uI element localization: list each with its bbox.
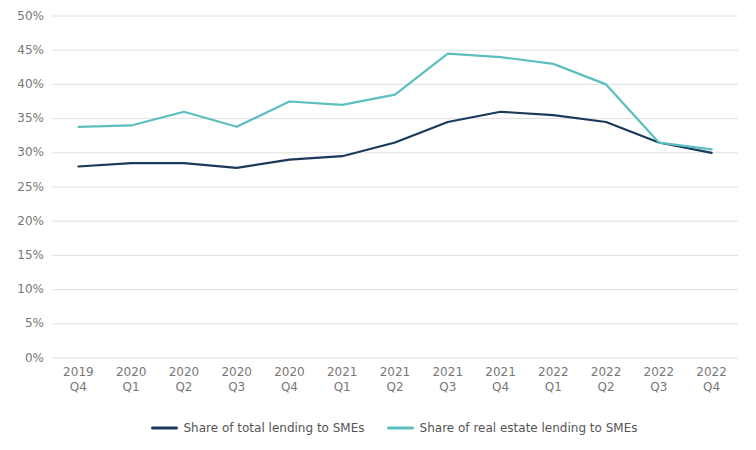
legend-item: Share of real estate lending to SMEs [389,421,638,435]
y-tick-label: 5% [25,316,44,330]
legend-label: Share of total lending to SMEs [183,421,364,435]
grid-line [52,289,738,290]
legend: Share of total lending to SMEs Share of r… [152,421,637,435]
y-tick-label: 50% [17,9,44,23]
x-tick-label: 2020Q2 [169,365,200,394]
x-tick-label: 2022Q3 [644,365,675,394]
grid-line [52,221,738,222]
grid-line [52,187,738,188]
x-tick-label: 2020Q4 [274,365,305,394]
y-tick-label: 10% [17,282,44,296]
line [78,54,711,150]
y-tick-label: 25% [17,180,44,194]
x-tick-label: 2021Q4 [485,365,516,394]
chart: 0% 5% 10% 15% 20% 25% 30% 35% 40% 45% 50% 2019Q4 202… [0,0,756,450]
legend-label: Share of real estate lending to SMEs [420,421,638,435]
y-tick-label: 45% [17,43,44,57]
x-tick-label: 2021Q2 [380,365,411,394]
grid-line [52,84,738,85]
grid-line [52,358,738,359]
y-tick-label: 20% [17,214,44,228]
grid [52,16,738,358]
y-tick-label: 35% [17,111,44,125]
grid-line [52,16,738,17]
y-tick-label: 15% [17,248,44,262]
line [78,112,711,168]
grid-line [52,255,738,256]
y-axis: 0% 5% 10% 15% 20% 25% 30% 35% 40% 45% 50% [17,9,44,365]
y-tick-label: 30% [17,145,44,159]
x-axis: 2019Q4 2020Q1 2020Q2 2020Q3 2020Q4 2021Q1 2021… [63,365,727,394]
x-tick-label: 2021Q1 [327,365,358,394]
x-tick-label: 2021Q3 [432,365,463,394]
legend-swatch [152,427,176,430]
plot-area [78,54,711,168]
x-tick-label: 2022Q2 [591,365,622,394]
x-tick-label: 2020Q3 [221,365,252,394]
x-tick-label: 2019Q4 [63,365,94,394]
x-tick-label: 2022Q1 [538,365,569,394]
grid-line [52,50,738,51]
legend-item: Share of total lending to SMEs [152,421,364,435]
y-tick-label: 0% [25,351,44,365]
x-tick-label: 2020Q1 [116,365,147,394]
legend-swatch [389,427,413,430]
y-tick-label: 40% [17,77,44,91]
grid-line [52,152,738,153]
grid-line [52,323,738,324]
x-tick-label: 2022Q4 [696,365,727,394]
